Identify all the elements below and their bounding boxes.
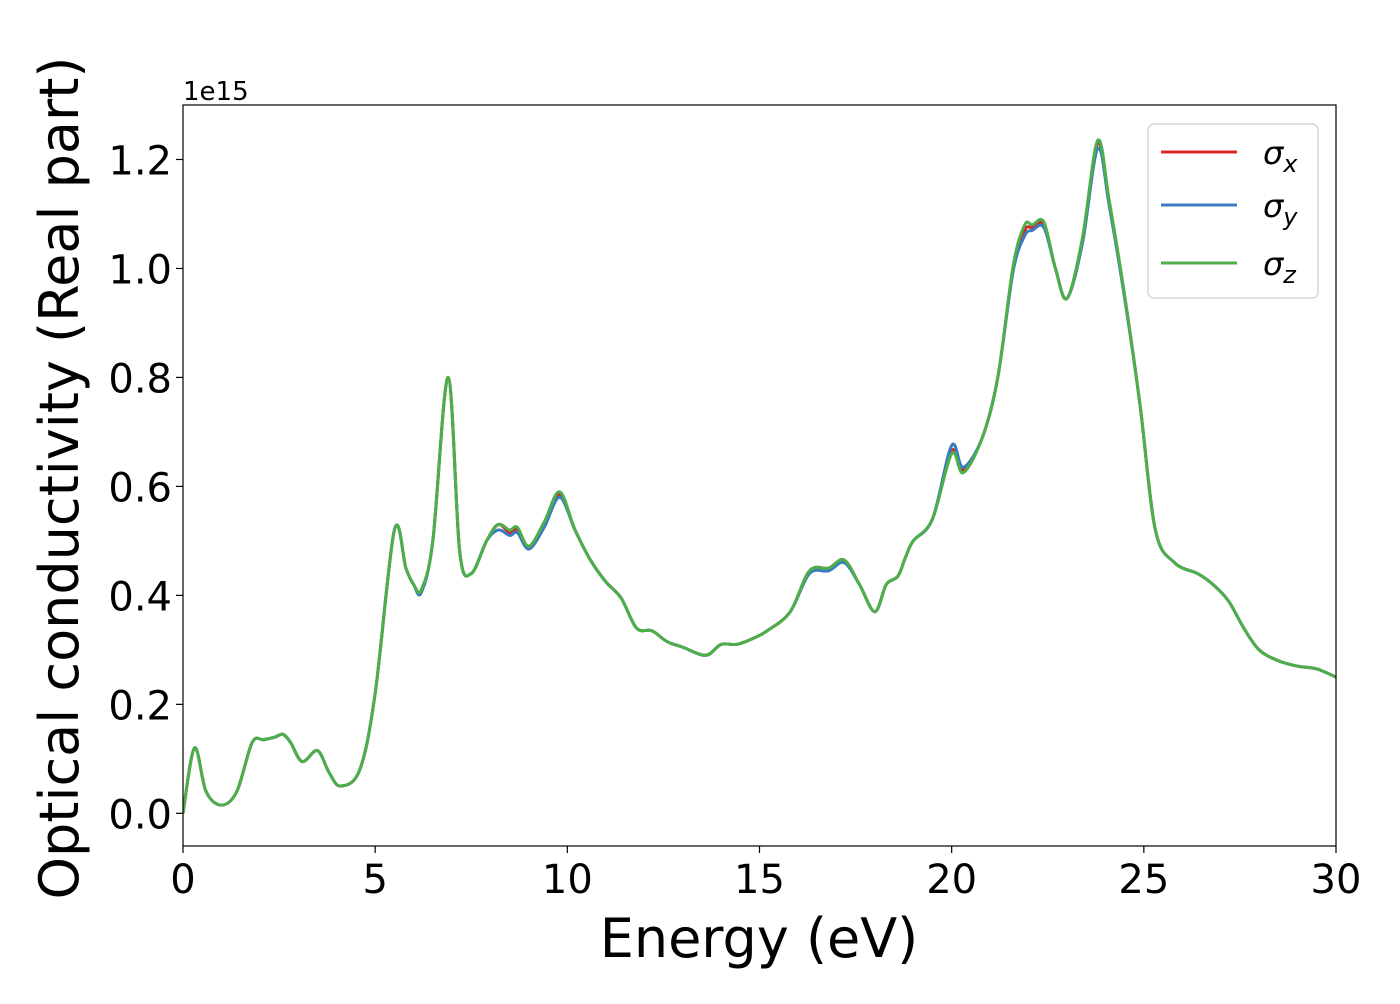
y-axis: 0.0 0.2 0.4 0.6 0.8 1.0 1.2 xyxy=(108,138,183,838)
y-axis-title: Optical conductivity (Real part) xyxy=(28,57,91,900)
y-tick-label: 0.0 xyxy=(108,792,172,838)
series-layer xyxy=(183,138,1336,814)
x-tick-label: 15 xyxy=(734,857,785,903)
legend-label-sigma-z: σz xyxy=(1263,245,1297,289)
x-tick-label: 10 xyxy=(542,857,593,903)
x-axis-title: Energy (eV) xyxy=(600,907,919,970)
y-tick-label: 1.0 xyxy=(108,247,172,293)
x-tick-label: 0 xyxy=(170,857,195,903)
x-tick-label: 25 xyxy=(1118,857,1169,903)
x-tick-label: 5 xyxy=(362,857,387,903)
y-tick-label: 1.2 xyxy=(108,138,172,184)
y-offset-label: 1e15 xyxy=(183,77,249,107)
legend-frame xyxy=(1147,123,1319,299)
legend: σx σy σz xyxy=(1147,123,1319,299)
legend-label-sigma-y: σy xyxy=(1263,187,1298,231)
series-line-sigma-z xyxy=(183,138,1336,814)
x-axis: 0 5 10 15 20 25 30 xyxy=(170,846,1361,903)
x-tick-label: 30 xyxy=(1311,857,1362,903)
y-tick-label: 0.6 xyxy=(108,465,172,511)
y-tick-label: 0.2 xyxy=(108,683,172,729)
y-tick-label: 0.4 xyxy=(108,574,172,620)
legend-label-sigma-x: σx xyxy=(1263,134,1298,178)
y-tick-label: 0.8 xyxy=(108,356,172,402)
x-tick-label: 20 xyxy=(926,857,977,903)
